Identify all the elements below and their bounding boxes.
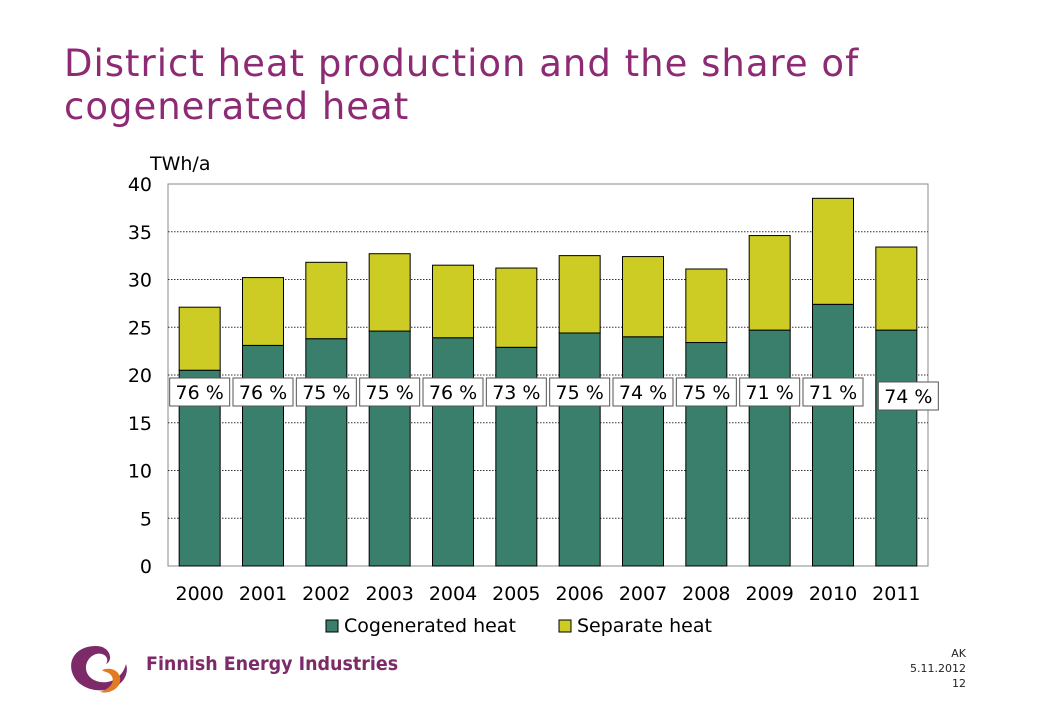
share-label-box xyxy=(359,377,421,407)
share-label: 73 % xyxy=(492,382,540,404)
bar-cogenerated-2008 xyxy=(685,342,728,567)
share-label: 75 % xyxy=(302,382,350,404)
x-tick-label: 2011 xyxy=(872,583,920,605)
y-tick-label: 0 xyxy=(140,556,152,578)
x-tick-label: 2007 xyxy=(619,583,667,605)
share-label: 75 % xyxy=(682,382,730,404)
bar-separate-2011 xyxy=(875,246,918,331)
share-label-box xyxy=(485,377,547,407)
bar-separate-2007 xyxy=(622,256,664,338)
footer-date: 5.11.2012 xyxy=(910,662,966,675)
bar-cogenerated-2011 xyxy=(875,329,918,567)
share-label: 74 % xyxy=(884,386,932,408)
y-tick-label: 15 xyxy=(128,413,152,435)
x-tick-label: 2006 xyxy=(555,583,603,605)
share-label: 71 % xyxy=(809,382,857,404)
share-label-box xyxy=(549,377,611,407)
y-tick-label: 20 xyxy=(128,365,152,387)
bar-separate-2009 xyxy=(748,235,791,331)
bar-cogenerated-2007 xyxy=(622,336,664,567)
share-label-box xyxy=(877,381,939,411)
y-tick-label: 35 xyxy=(128,222,152,244)
logo-icon xyxy=(71,646,127,693)
share-label-box xyxy=(422,377,484,407)
bar-cogenerated-2009 xyxy=(748,329,791,567)
x-tick-label: 2005 xyxy=(492,583,540,605)
x-tick-label: 2002 xyxy=(302,583,350,605)
share-label-box xyxy=(169,377,231,407)
share-label-box xyxy=(739,377,801,407)
x-tick-label: 2009 xyxy=(745,583,793,605)
share-label: 75 % xyxy=(366,382,414,404)
share-label-box xyxy=(232,377,294,407)
bar-separate-2008 xyxy=(685,268,728,344)
footer-page: 12 xyxy=(952,677,966,690)
footer: AK 5.11.2012 12 xyxy=(910,646,966,691)
bar-separate-2002 xyxy=(305,261,348,340)
bar-separate-2001 xyxy=(242,277,284,346)
bar-separate-2003 xyxy=(368,253,411,332)
x-tick-label: 2004 xyxy=(429,583,477,605)
x-tick-label: 2003 xyxy=(365,583,413,605)
bar-cogenerated-2006 xyxy=(558,332,601,567)
bar-separate-2004 xyxy=(432,264,474,339)
y-tick-label: 25 xyxy=(128,317,152,339)
y-tick-label: 5 xyxy=(140,508,152,530)
x-tick-label: 2008 xyxy=(682,583,730,605)
bar-separate-2006 xyxy=(558,255,601,334)
bar-cogenerated-2010 xyxy=(812,303,854,567)
x-tick-label: 2001 xyxy=(239,583,287,605)
y-axis-label: TWh/a xyxy=(149,153,210,175)
share-label: 76 % xyxy=(176,382,224,404)
legend-swatch-cogenerated xyxy=(325,619,339,633)
bar-cogenerated-2004 xyxy=(432,337,474,567)
share-label-box xyxy=(675,377,737,407)
share-label-box xyxy=(802,377,864,407)
x-tick-label: 2000 xyxy=(175,583,223,605)
legend-label-separate: Separate heat xyxy=(577,615,712,637)
y-tick-label: 40 xyxy=(128,174,152,196)
bar-separate-2000 xyxy=(178,306,221,371)
share-label: 76 % xyxy=(429,382,477,404)
share-label: 76 % xyxy=(239,382,287,404)
share-label: 75 % xyxy=(556,382,604,404)
company-logo: Finnish Energy Industries xyxy=(66,640,398,696)
share-label-box xyxy=(295,377,357,407)
y-tick-label: 10 xyxy=(128,461,152,483)
bar-separate-2010 xyxy=(812,197,854,305)
legend-label-cogenerated: Cogenerated heat xyxy=(344,615,516,637)
legend-swatch-separate xyxy=(558,619,572,633)
footer-author: AK xyxy=(951,647,966,660)
y-tick-label: 30 xyxy=(128,270,152,292)
share-label-box xyxy=(612,377,674,407)
x-tick-label: 2010 xyxy=(809,583,857,605)
bar-cogenerated-2003 xyxy=(368,330,411,567)
page-title: District heat production and the share o… xyxy=(64,42,860,128)
bar-separate-2005 xyxy=(495,267,538,348)
bar-cogenerated-2002 xyxy=(305,338,348,567)
logo-text: Finnish Energy Industries xyxy=(146,653,399,675)
share-label: 71 % xyxy=(746,382,794,404)
share-label: 74 % xyxy=(619,382,667,404)
